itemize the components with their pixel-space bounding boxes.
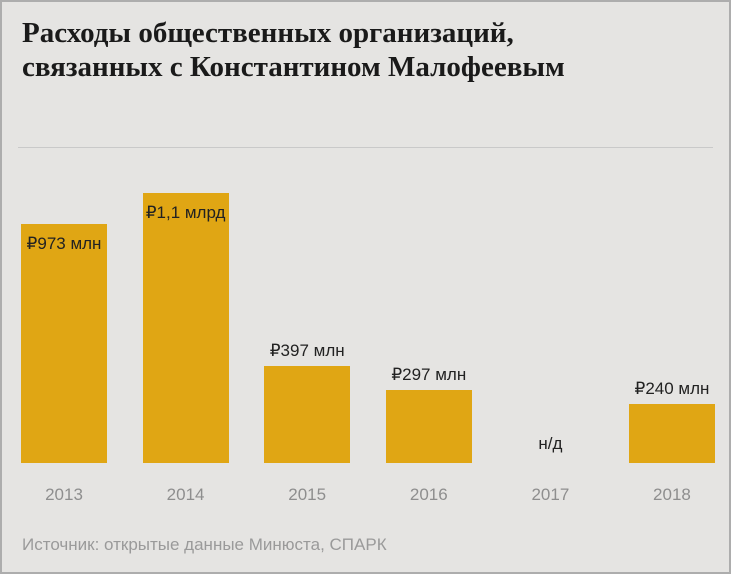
bar-value-label-2017: н/д (538, 434, 563, 453)
chart-column-2015: ₽397 млн (264, 162, 351, 463)
x-tick-2017: 2017 (531, 485, 570, 504)
bar-2018 (628, 404, 715, 463)
chart-column-2018: ₽240 млн (628, 162, 715, 463)
bar-value-label-2013: ₽973 млн (26, 234, 102, 253)
chart-column-2016: ₽297 млн (385, 162, 472, 463)
bar-value-label-2014: ₽1,1 млрд (145, 203, 226, 222)
x-tick-2016: 2016 (409, 485, 448, 504)
plot-area: ₽973 млн ₽1,1 млрд ₽397 млн ₽297 млн н/д ₽240… (21, 162, 715, 463)
title-divider (18, 147, 713, 148)
x-tick-2015: 2015 (288, 485, 327, 504)
chart-title: Расходы общественных организаций, связан… (22, 16, 565, 84)
bar-2016 (385, 390, 472, 463)
bar-chart: ₽973 млн ₽1,1 млрд ₽397 млн ₽297 млн н/д ₽240… (21, 162, 715, 505)
bar-2014: ₽1,1 млрд (142, 193, 229, 463)
chart-column-2017: н/д (507, 162, 593, 463)
bar-value-label-2018: ₽240 млн (634, 379, 710, 398)
chart-column-2014: ₽1,1 млрд (142, 162, 229, 463)
x-tick-2018: 2018 (653, 485, 691, 504)
bar-2013: ₽973 млн (21, 224, 107, 463)
bar-value-label-2015: ₽397 млн (269, 341, 345, 360)
chart-column-2013: ₽973 млн (21, 162, 107, 463)
chart-title-line2: связанных с Константином Малофеевым (22, 51, 565, 83)
x-tick-2014: 2014 (166, 485, 205, 504)
x-axis: 2013 2014 2015 2016 2017 2018 (21, 485, 715, 505)
source-note: Источник: открытые данные Минюста, СПАРК (22, 535, 387, 554)
chart-title-line1: Расходы общественных организаций, (22, 17, 514, 49)
bar-value-label-2016: ₽297 млн (391, 365, 467, 384)
bar-2015 (264, 366, 351, 463)
x-tick-2013: 2013 (45, 485, 83, 504)
